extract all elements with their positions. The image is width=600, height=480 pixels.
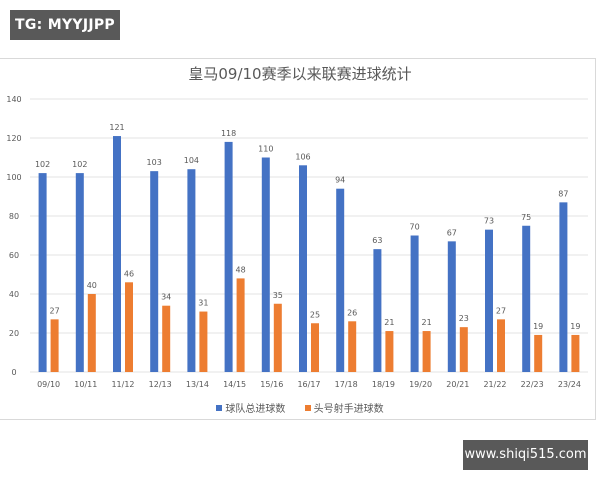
data-label: 75 bbox=[521, 213, 531, 222]
data-label: 27 bbox=[50, 306, 60, 315]
y-tick-label: 120 bbox=[6, 134, 21, 143]
data-label: 67 bbox=[447, 228, 457, 237]
bar-top-scorer-goals bbox=[236, 278, 245, 372]
tg-badge: TG: MYYJJPP bbox=[10, 10, 120, 40]
y-tick-label: 100 bbox=[6, 173, 21, 182]
watermark: www.shiqi515.com bbox=[463, 440, 588, 470]
bar-top-scorer-goals bbox=[125, 282, 133, 372]
data-label: 21 bbox=[384, 318, 394, 327]
data-label: 34 bbox=[161, 293, 171, 302]
data-label: 35 bbox=[273, 291, 283, 300]
x-tick-label: 17/18 bbox=[335, 380, 358, 389]
bar-top-scorer-goals bbox=[162, 305, 171, 372]
data-label: 21 bbox=[422, 318, 432, 327]
x-tick-label: 21/22 bbox=[483, 380, 506, 389]
bar-team-goals bbox=[224, 141, 233, 372]
bar-team-goals bbox=[559, 202, 568, 372]
bar-team-goals bbox=[299, 165, 307, 372]
data-label: 104 bbox=[184, 156, 199, 165]
data-label: 23 bbox=[459, 314, 469, 323]
x-tick-label: 12/13 bbox=[149, 380, 172, 389]
legend-label-scorer: 头号射手进球数 bbox=[313, 404, 384, 415]
data-label: 121 bbox=[109, 123, 124, 132]
data-label: 46 bbox=[124, 269, 134, 278]
x-tick-label: 16/17 bbox=[297, 380, 320, 389]
x-tick-label: 18/19 bbox=[372, 380, 395, 389]
y-tick-label: 80 bbox=[9, 212, 19, 221]
data-label: 27 bbox=[496, 306, 506, 315]
bar-team-goals bbox=[261, 157, 270, 372]
y-tick-label: 0 bbox=[11, 368, 16, 377]
data-label: 73 bbox=[484, 217, 494, 226]
bar-top-scorer-goals bbox=[87, 294, 96, 372]
bar-team-goals bbox=[113, 136, 121, 372]
bar-team-goals bbox=[75, 173, 84, 372]
chart-legend: 球队总进球数 头号射手进球数 bbox=[0, 400, 600, 415]
data-label: 48 bbox=[236, 265, 246, 274]
data-label: 110 bbox=[258, 145, 273, 154]
data-label: 25 bbox=[310, 310, 320, 319]
x-tick-label: 20/21 bbox=[446, 380, 469, 389]
bar-top-scorer-goals bbox=[497, 319, 505, 372]
data-label: 94 bbox=[335, 176, 345, 185]
bar-team-goals bbox=[447, 241, 456, 372]
data-label: 40 bbox=[87, 281, 97, 290]
legend-label-team: 球队总进球数 bbox=[225, 404, 286, 415]
bar-team-goals bbox=[336, 188, 345, 372]
x-tick-label: 22/23 bbox=[521, 380, 544, 389]
x-tick-label: 13/14 bbox=[186, 380, 209, 389]
legend-item-team: 球队总进球数 bbox=[216, 400, 285, 415]
x-tick-label: 10/11 bbox=[74, 380, 97, 389]
x-tick-label: 19/20 bbox=[409, 380, 432, 389]
data-label: 26 bbox=[347, 308, 357, 317]
x-tick-label: 23/24 bbox=[558, 380, 581, 389]
bar-team-goals bbox=[410, 235, 419, 372]
bar-top-scorer-goals bbox=[311, 323, 319, 372]
bar-top-scorer-goals bbox=[422, 331, 431, 372]
data-label: 106 bbox=[295, 152, 310, 161]
bar-top-scorer-goals bbox=[534, 334, 543, 372]
x-tick-label: 11/12 bbox=[111, 380, 134, 389]
x-tick-label: 15/16 bbox=[260, 380, 283, 389]
data-label: 63 bbox=[372, 236, 382, 245]
bar-team-goals bbox=[187, 169, 196, 372]
bar-team-goals bbox=[373, 249, 382, 372]
bar-top-scorer-goals bbox=[385, 331, 394, 372]
bar-top-scorer-goals bbox=[348, 321, 357, 372]
bar-team-goals bbox=[522, 225, 531, 372]
bar-team-goals bbox=[38, 173, 47, 372]
data-label: 19 bbox=[533, 322, 543, 331]
bar-top-scorer-goals bbox=[571, 334, 580, 372]
bar-top-scorer-goals bbox=[199, 311, 208, 372]
x-tick-label: 14/15 bbox=[223, 380, 246, 389]
bar-team-goals bbox=[485, 229, 493, 372]
data-label: 102 bbox=[35, 160, 50, 169]
chart-card bbox=[0, 58, 596, 420]
y-tick-label: 40 bbox=[9, 290, 19, 299]
data-label: 103 bbox=[147, 158, 162, 167]
legend-swatch-scorer-icon bbox=[304, 404, 311, 411]
bar-top-scorer-goals bbox=[50, 319, 59, 372]
y-tick-label: 140 bbox=[6, 95, 21, 104]
bar-team-goals bbox=[150, 171, 159, 372]
bar-top-scorer-goals bbox=[459, 327, 468, 372]
legend-item-scorer: 头号射手进球数 bbox=[304, 400, 384, 415]
y-tick-label: 20 bbox=[9, 329, 19, 338]
data-label: 87 bbox=[558, 189, 568, 198]
y-tick-label: 60 bbox=[9, 251, 19, 260]
data-label: 118 bbox=[221, 129, 236, 138]
bar-top-scorer-goals bbox=[273, 303, 282, 372]
data-label: 19 bbox=[570, 322, 580, 331]
x-tick-label: 09/10 bbox=[37, 380, 60, 389]
data-label: 102 bbox=[72, 160, 87, 169]
data-label: 70 bbox=[410, 223, 420, 232]
data-label: 31 bbox=[198, 299, 208, 308]
chart-title: 皇马09/10赛季以来联赛进球统计 bbox=[188, 65, 412, 83]
legend-swatch-team-icon bbox=[216, 404, 223, 411]
